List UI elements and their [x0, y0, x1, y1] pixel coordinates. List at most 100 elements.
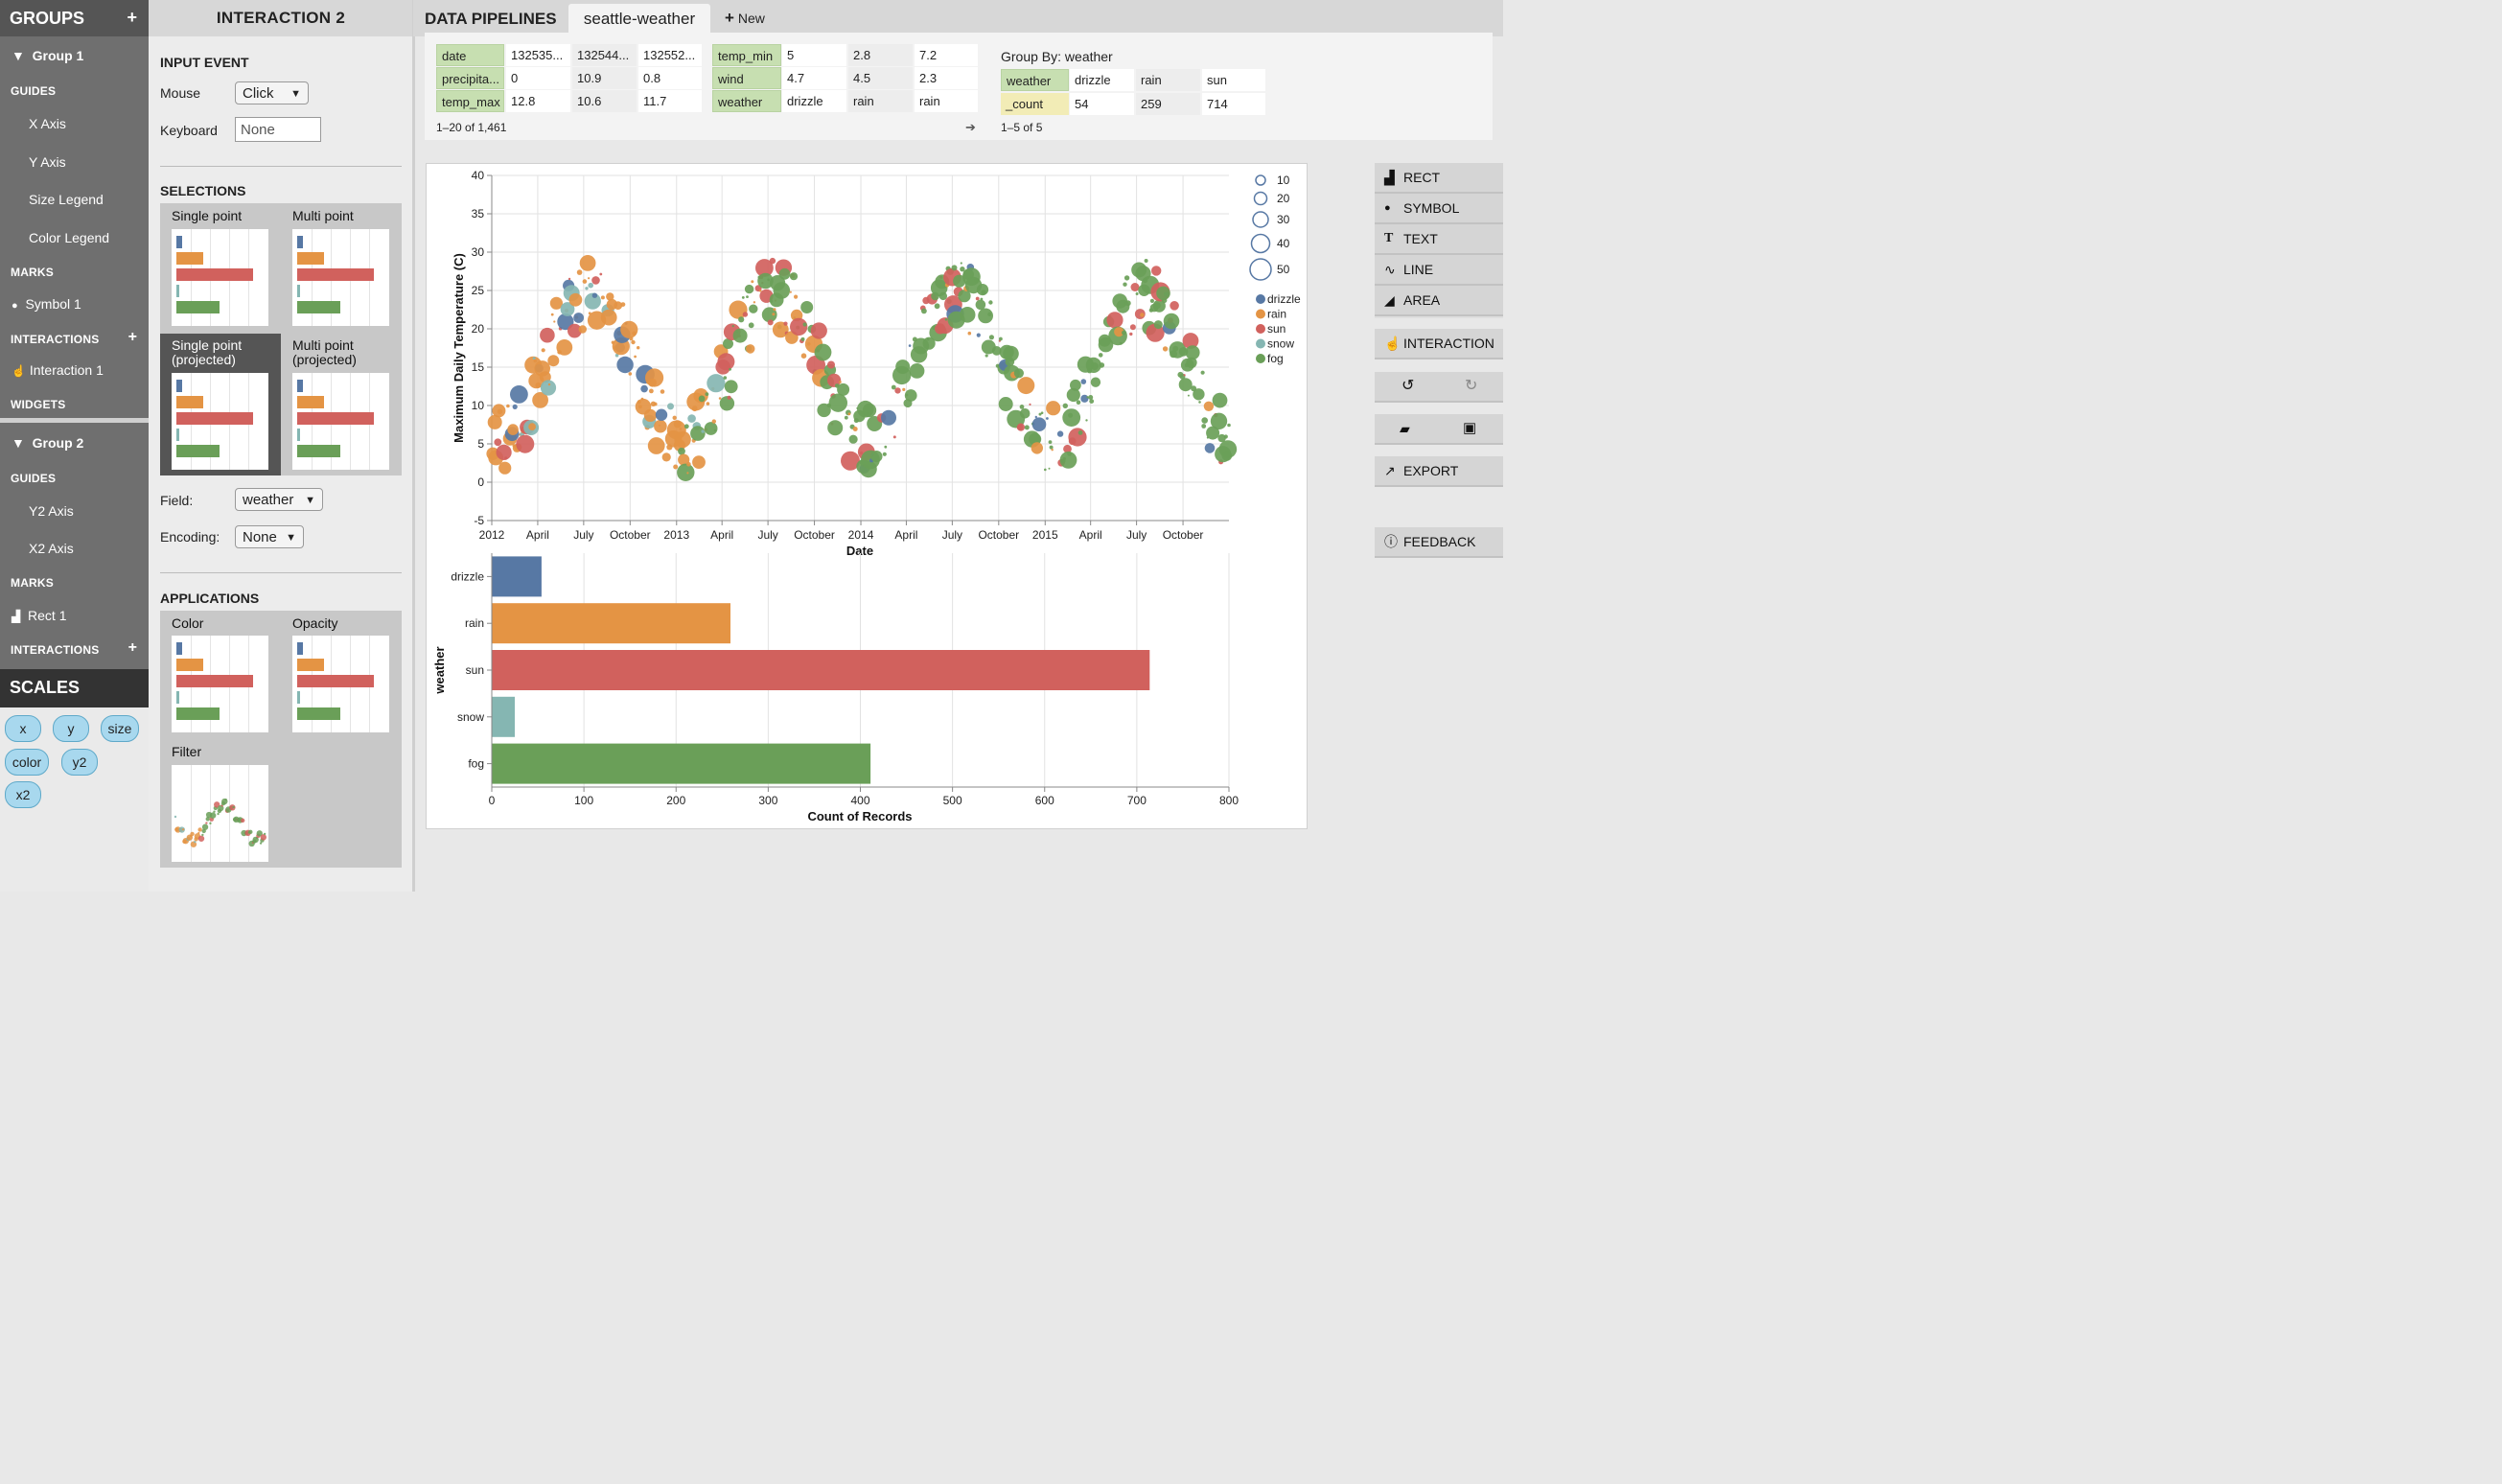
- scale-pill-size[interactable]: size: [101, 715, 139, 742]
- scatter-point: [654, 419, 667, 433]
- table-header[interactable]: temp_max: [436, 90, 504, 112]
- mini-point: [194, 840, 197, 844]
- table-header[interactable]: _count: [1001, 93, 1069, 115]
- scatter-point: [894, 387, 901, 394]
- scale-pill-x[interactable]: x: [5, 715, 41, 742]
- table-header[interactable]: wind: [712, 67, 781, 89]
- symbol-mark-button[interactable]: ● SYMBOL: [1375, 194, 1503, 224]
- thumbnail-bar: [297, 380, 303, 392]
- scatter-point: [591, 292, 598, 298]
- table-header[interactable]: precipita...: [436, 67, 504, 89]
- sidebar-item-symbol-1[interactable]: ● Symbol 1: [12, 296, 81, 312]
- scatter-point: [991, 346, 1002, 356]
- scatter-point: [632, 331, 637, 336]
- thumbnail-bar: [176, 236, 182, 248]
- sidebar-item-x-axis[interactable]: X Axis: [29, 116, 66, 131]
- scatter-point: [653, 402, 658, 406]
- group-1-toggle[interactable]: ▼ Group 1: [12, 48, 84, 63]
- selections-title: SELECTIONS: [160, 183, 246, 198]
- table-header[interactable]: date: [436, 44, 504, 66]
- bar-y-axis-title: weather: [432, 646, 447, 694]
- scatter-point: [568, 323, 582, 338]
- export-button[interactable]: ↗ EXPORT: [1375, 456, 1503, 487]
- scatter-point: [1153, 320, 1163, 330]
- scatter-point: [614, 353, 619, 358]
- table-cell: 132544...: [572, 44, 637, 66]
- line-mark-button[interactable]: ∿ LINE: [1375, 255, 1503, 286]
- sidebar-item-interaction-1[interactable]: ☝ Interaction 1: [12, 362, 104, 378]
- area-mark-button[interactable]: ◢ AREA: [1375, 286, 1503, 316]
- scatter-point: [1063, 444, 1072, 453]
- mouse-event-select[interactable]: Click ▼: [235, 81, 309, 104]
- mini-point: [178, 826, 185, 833]
- x-tick-label: 2013: [663, 528, 689, 542]
- scatter-point: [909, 363, 925, 379]
- group-2-toggle[interactable]: ▼ Group 2: [12, 435, 84, 451]
- symbol-icon: ●: [1384, 202, 1391, 214]
- scatter-point: [677, 463, 695, 481]
- save-icon[interactable]: ▣: [1463, 420, 1477, 436]
- next-page-icon[interactable]: ➔: [965, 120, 976, 134]
- bar-rain: [492, 603, 730, 644]
- interaction-title: INTERACTION 2: [149, 0, 413, 36]
- table-cell: 7.2: [915, 44, 978, 66]
- scale-pill-color[interactable]: color: [5, 749, 49, 776]
- sidebar-item-color-legend[interactable]: Color Legend: [29, 230, 110, 245]
- rect-mark-button[interactable]: ▟ RECT: [1375, 163, 1503, 194]
- scale-pill-x2[interactable]: x2: [5, 781, 41, 808]
- sidebar-item-x2-axis[interactable]: X2 Axis: [29, 541, 74, 556]
- scatter-point: [921, 308, 927, 314]
- field-select[interactable]: weather ▼: [235, 488, 323, 511]
- sidebar-item-y-axis[interactable]: Y Axis: [29, 154, 66, 170]
- scale-pill-y2[interactable]: y2: [61, 749, 98, 776]
- table-header[interactable]: temp_min: [712, 44, 781, 66]
- mini-point: [241, 818, 245, 823]
- interaction-button[interactable]: ☝ INTERACTION: [1375, 329, 1503, 359]
- filter-thumbnail: [172, 765, 268, 862]
- redo-icon[interactable]: ↻: [1465, 378, 1478, 394]
- line-label: LINE: [1403, 262, 1434, 277]
- undo-icon[interactable]: ↺: [1402, 378, 1415, 394]
- scatter-point: [1223, 434, 1228, 439]
- scatter-point: [591, 276, 600, 285]
- scatter-point: [839, 381, 842, 383]
- size-legend-symbol: [1253, 191, 1268, 206]
- scatter-point: [802, 322, 807, 327]
- new-pipeline-button[interactable]: + New: [725, 9, 765, 28]
- sidebar-item-size-legend[interactable]: Size Legend: [29, 192, 104, 207]
- scatter-point: [556, 339, 573, 356]
- encoding-select[interactable]: None ▼: [235, 525, 304, 548]
- sidebar-item-y2-axis[interactable]: Y2 Axis: [29, 503, 74, 519]
- scatter-point: [600, 295, 605, 300]
- scale-pill-y[interactable]: y: [53, 715, 89, 742]
- feedback-button[interactable]: ⓘ FEEDBACK: [1375, 527, 1503, 558]
- scatter-point: [620, 302, 626, 307]
- divider: [160, 166, 402, 167]
- scatter-point: [828, 393, 847, 412]
- add-interaction-button[interactable]: +: [127, 329, 137, 345]
- add-group-button[interactable]: +: [127, 8, 137, 27]
- text-mark-button[interactable]: T TEXT: [1375, 224, 1503, 255]
- visualization-canvas[interactable]: -5 0 5 10 15 20 25 30 35 40 2012 April July October 20…: [426, 163, 1308, 829]
- scatter-point: [934, 303, 940, 310]
- table-header[interactable]: weather: [1001, 69, 1069, 91]
- color-label: Color: [172, 615, 204, 631]
- tab-seattle-weather[interactable]: seattle-weather: [568, 4, 710, 36]
- scatter-point: [988, 300, 993, 305]
- mini-point: [224, 799, 227, 801]
- scatter-point: [512, 404, 518, 409]
- chevron-down-icon: ▼: [290, 88, 301, 100]
- bar-x-tick-label: 600: [1035, 794, 1054, 807]
- folder-open-icon[interactable]: ▰: [1400, 421, 1410, 436]
- scatter-point: [884, 445, 888, 449]
- scatter-point: [769, 257, 776, 265]
- scatter-point: [790, 317, 808, 336]
- x-tick-label: 2012: [479, 528, 505, 542]
- scatter-point: [1062, 403, 1068, 408]
- table-header[interactable]: weather: [712, 90, 781, 112]
- add-interaction-button-2[interactable]: +: [127, 639, 137, 656]
- chevron-down-icon: ▼: [305, 495, 315, 506]
- keyboard-input[interactable]: None: [235, 117, 321, 142]
- area-chart-icon: ◢: [1384, 292, 1395, 308]
- sidebar-item-rect-1[interactable]: ▟ Rect 1: [12, 608, 66, 623]
